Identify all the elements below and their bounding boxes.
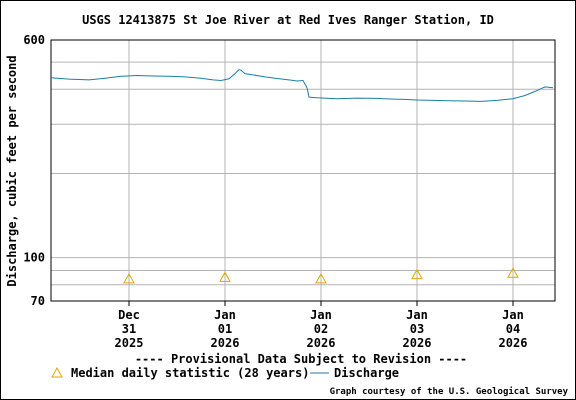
- x-tick-year-label: 2026: [499, 336, 528, 350]
- x-tick-year-label: 2026: [403, 336, 432, 350]
- legend: Median daily statistic (28 years) Discha…: [51, 366, 399, 380]
- x-tick-month-label: Jan: [214, 308, 236, 322]
- median-marker: [507, 267, 519, 278]
- median-marker: [123, 272, 135, 284]
- median-marker: [411, 268, 423, 280]
- grid: [51, 40, 555, 301]
- provisional-note: ---- Provisional Data Subject to Revisio…: [135, 352, 467, 366]
- median-marker: [315, 272, 327, 284]
- x-tick-month-label: Jan: [502, 308, 524, 322]
- x-tick-month-label: Jan: [406, 308, 428, 322]
- series: [50, 69, 554, 284]
- x-tick-day-label: 04: [506, 322, 520, 336]
- x-tick-year-label: 2026: [307, 336, 336, 350]
- plot-area: [50, 39, 556, 302]
- y-tick-label: 70: [31, 294, 45, 308]
- x-tick-day-label: 03: [410, 322, 424, 336]
- x-tick-year-label: 2025: [115, 336, 144, 350]
- x-tick-month-label: Jan: [310, 308, 332, 322]
- x-tick-day-label: 31: [122, 322, 136, 336]
- chart-title: USGS 12413875 St Joe River at Red Ives R…: [82, 13, 494, 27]
- x-tick-year-label: 2026: [211, 336, 240, 350]
- x-tick-day-label: 01: [218, 322, 232, 336]
- x-tick-labels: Dec312025Jan012026Jan022026Jan032026Jan0…: [115, 301, 528, 350]
- legend-discharge-label: Discharge: [334, 366, 399, 380]
- y-tick-labels: 600 100 70: [23, 33, 45, 308]
- y-tick-label: 100: [23, 251, 45, 265]
- median-marker: [219, 271, 231, 282]
- legend-median-marker: [51, 366, 63, 378]
- y-axis-label: Discharge, cubic feet per second: [5, 55, 19, 286]
- x-tick-day-label: 02: [314, 322, 328, 336]
- x-tick-month-label: Dec: [118, 308, 140, 322]
- credit-text: Graph courtesy of the U.S. Geological Su…: [330, 386, 569, 397]
- y-tick-label: 600: [23, 33, 45, 47]
- discharge-line: [50, 69, 554, 102]
- legend-median-label: Median daily statistic (28 years): [71, 366, 309, 380]
